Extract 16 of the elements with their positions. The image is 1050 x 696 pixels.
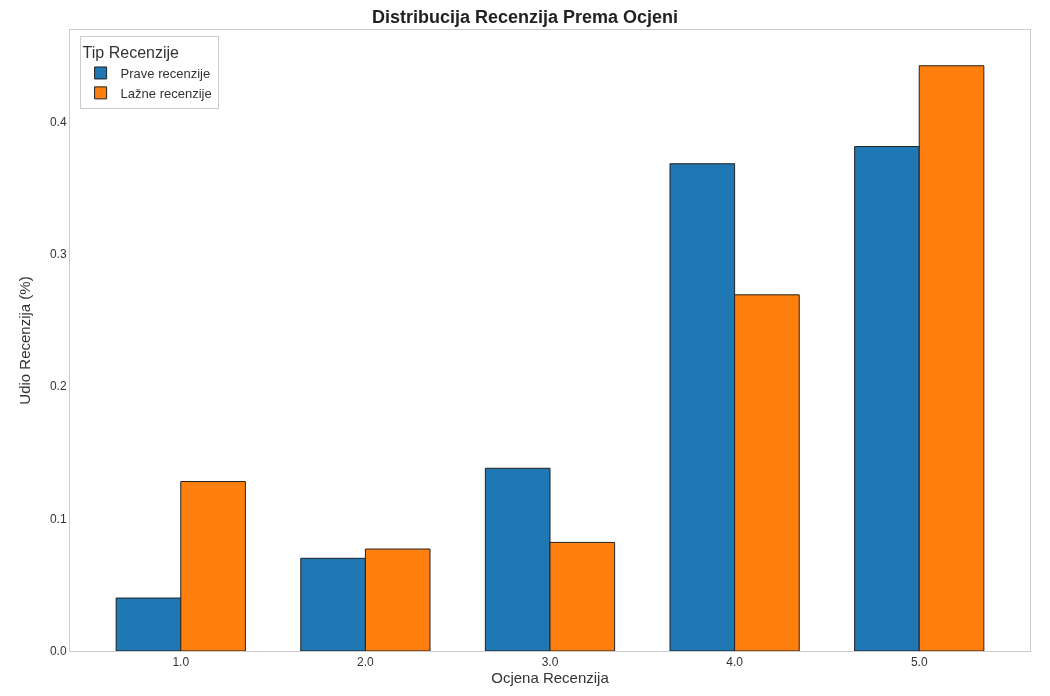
y-tick-label: 0.1 [49, 511, 67, 526]
x-tick-label: 3.0 [541, 655, 559, 670]
legend-label: Prave recenzije [120, 66, 211, 82]
x-tick-label: 5.0 [910, 655, 928, 670]
y-tick-label: 0.2 [49, 379, 67, 394]
y-tick-label: 0.0 [49, 644, 67, 659]
x-axis-title: Ocjena Recenzija [491, 669, 610, 687]
y-axis-title: Udio Recenzija (%) [16, 276, 34, 405]
chart-title: Distribucija Recenzija Prema Ocjeni [371, 7, 679, 28]
x-tick-label: 1.0 [172, 655, 190, 670]
x-tick-label: 2.0 [357, 655, 375, 670]
x-tick-label: 4.0 [726, 655, 744, 670]
y-tick-label: 0.4 [49, 114, 67, 129]
legend-label: Lažne recenzije [120, 85, 212, 101]
y-tick-label: 0.3 [49, 246, 67, 261]
legend-title: Tip Recenzije [82, 44, 180, 62]
